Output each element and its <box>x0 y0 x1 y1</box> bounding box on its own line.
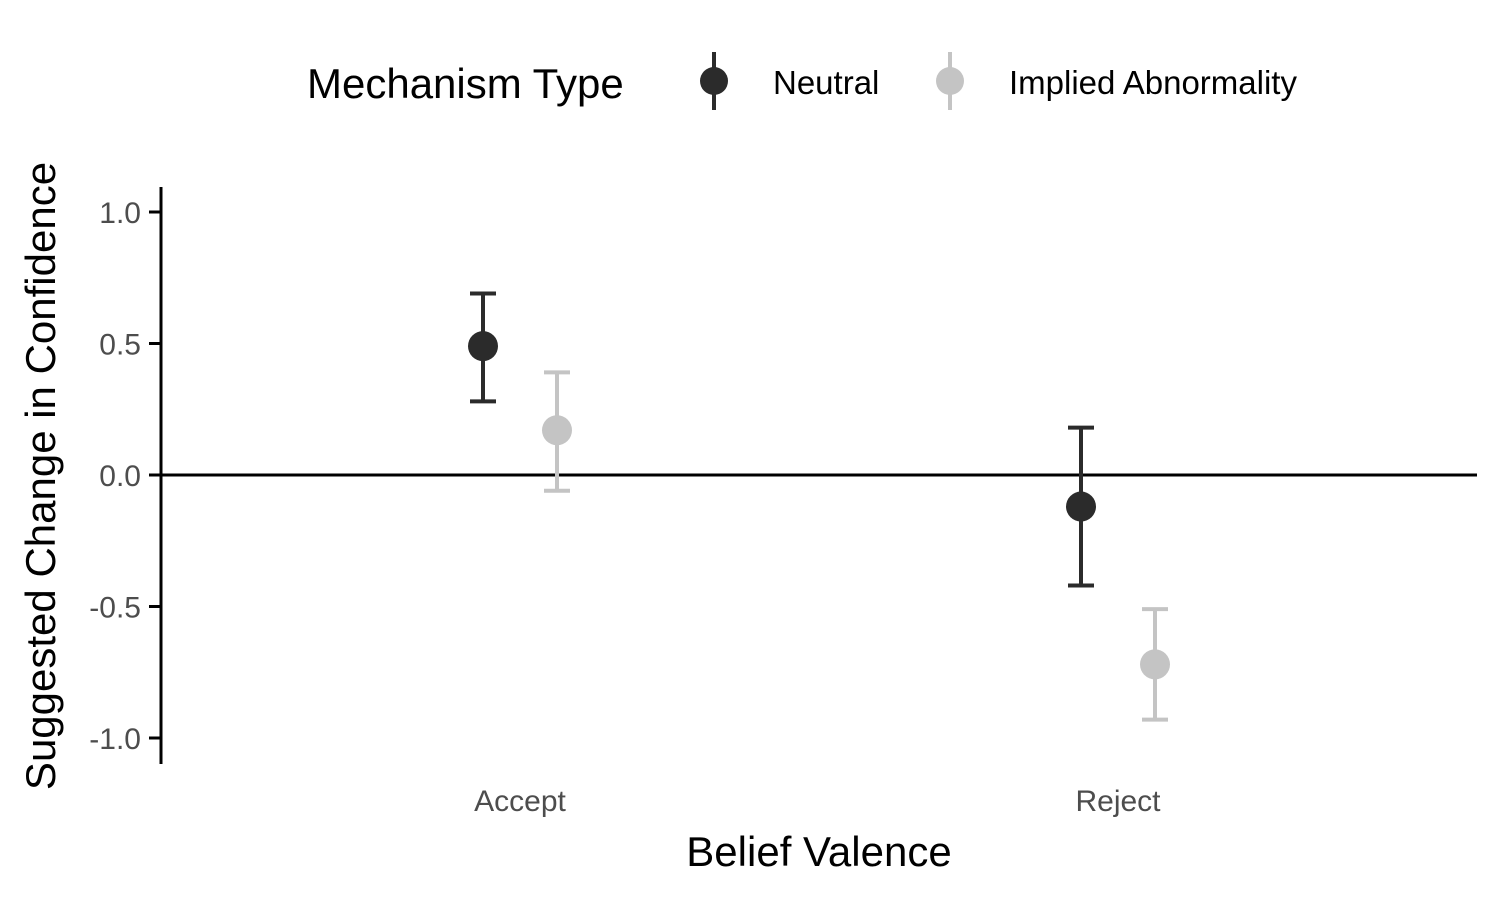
legend-key-neutral <box>700 52 728 110</box>
x-axis-ticks: Accept Reject <box>474 785 1161 818</box>
y-axis-title: Suggested Change in Confidence <box>17 162 64 790</box>
x-tick-label: Accept <box>474 785 566 818</box>
y-tick-label: -1.0 <box>89 723 141 756</box>
y-tick-label: 0.0 <box>99 460 141 493</box>
x-tick-label: Reject <box>1075 785 1161 818</box>
legend-implied-abnormality-point <box>936 67 964 95</box>
x-axis-title: Belief Valence <box>686 828 951 875</box>
y-tick-label: 1.0 <box>99 197 141 230</box>
legend-key-implied-abnormality <box>936 52 964 110</box>
y-tick-label: -0.5 <box>89 592 141 625</box>
point-neutral-accept <box>468 331 498 362</box>
legend-neutral-point <box>700 67 728 95</box>
y-tick-label: 0.5 <box>99 329 141 362</box>
legend-label-implied-abnormality: Implied Abnormality <box>1009 64 1297 101</box>
legend-label-neutral: Neutral <box>773 64 879 101</box>
point-neutral-reject <box>1066 491 1096 522</box>
y-axis-ticks: 1.0 0.5 0.0 -0.5 -1.0 <box>89 197 161 756</box>
data-marks <box>468 291 1170 722</box>
legend: Mechanism Type Neutral Implied Abnormali… <box>307 52 1297 110</box>
legend-title: Mechanism Type <box>307 60 624 107</box>
point-implied-abnormality-reject <box>1140 649 1170 680</box>
point-implied-abnormality-accept <box>542 415 572 446</box>
